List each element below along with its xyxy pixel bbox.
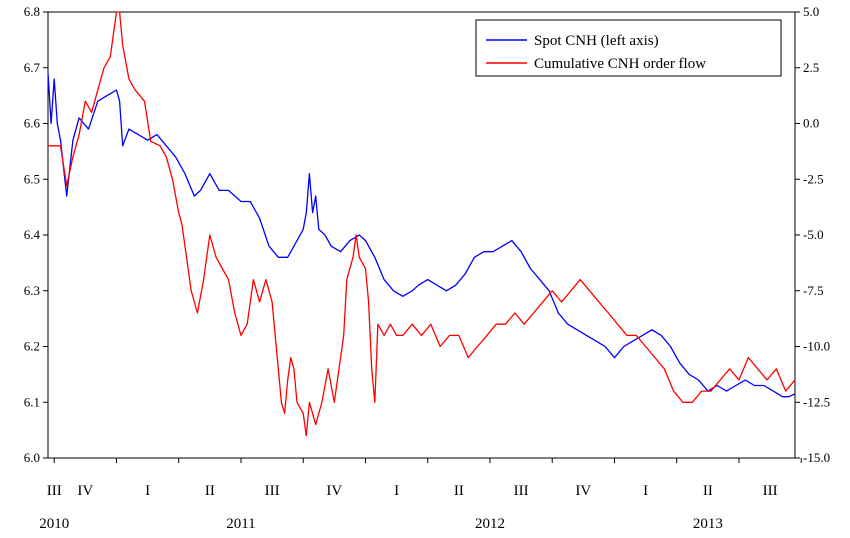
x-quarter-label: III	[47, 483, 62, 499]
plot-area	[47, 11, 796, 459]
left-tick-label: 6.2	[24, 339, 40, 354]
x-year-label: 2012	[475, 516, 505, 532]
x-year-label: 2010	[39, 516, 69, 532]
right-axis: -15.0 -12.5 -10.0 -7.5 -5.0 -2.5 0.0 2.5 5.0	[795, 4, 830, 465]
x-year-label: 2011	[226, 516, 255, 532]
right-tick-label: -15.0	[803, 450, 830, 465]
x-quarter-label: III	[265, 483, 280, 499]
left-tick-label: 6.1	[24, 394, 40, 409]
legend: Spot CNH (left axis) Cumulative CNH orde…	[475, 19, 782, 77]
x-year-label: 2013	[693, 516, 723, 532]
left-tick-label: 6.8	[24, 4, 40, 19]
right-tick-label: -2.5	[803, 171, 824, 186]
x-quarter-label: II	[454, 483, 464, 499]
x-quarter-label: II	[703, 483, 713, 499]
right-tick-label: -5.0	[803, 227, 824, 242]
right-tick-label: 0.0	[803, 116, 819, 131]
x-quarter-label: IV	[77, 483, 93, 499]
right-tick-label: -10.0	[803, 339, 830, 354]
left-tick-label: 6.5	[24, 171, 40, 186]
right-tick-label: 2.5	[803, 60, 819, 75]
legend-label-flow: Cumulative CNH order flow	[534, 56, 706, 72]
right-tick-label: -12.5	[803, 394, 830, 409]
x-quarter-label: IV	[326, 483, 342, 499]
left-tick-label: 6.6	[24, 116, 41, 131]
x-quarter-label: IV	[575, 483, 591, 499]
series-line-cumulative-order-flow	[48, 11, 796, 437]
left-tick-label: 6.7	[24, 60, 41, 75]
series-layer	[47, 11, 796, 437]
left-axis: 6.0 6.1 6.2 6.3 6.4 6.5 6.6 6.7 6.8	[24, 4, 48, 465]
x-quarter-label: I	[394, 483, 399, 499]
x-quarter-label: II	[205, 483, 215, 499]
series-line-spot-cnh	[47, 73, 796, 398]
x-quarter-label: III	[514, 483, 529, 499]
right-tick-label: 5.0	[803, 4, 819, 19]
x-quarter-label: III	[763, 483, 778, 499]
left-tick-label: 6.0	[24, 450, 40, 465]
legend-box	[475, 19, 782, 77]
left-tick-label: 6.3	[24, 283, 40, 298]
plot-frame	[47, 11, 796, 459]
left-tick-label: 6.4	[24, 227, 41, 242]
x-quarter-label: I	[145, 483, 150, 499]
x-quarter-label: I	[643, 483, 648, 499]
right-tick-label: -7.5	[803, 283, 824, 298]
legend-label-spot: Spot CNH (left axis)	[534, 33, 659, 49]
